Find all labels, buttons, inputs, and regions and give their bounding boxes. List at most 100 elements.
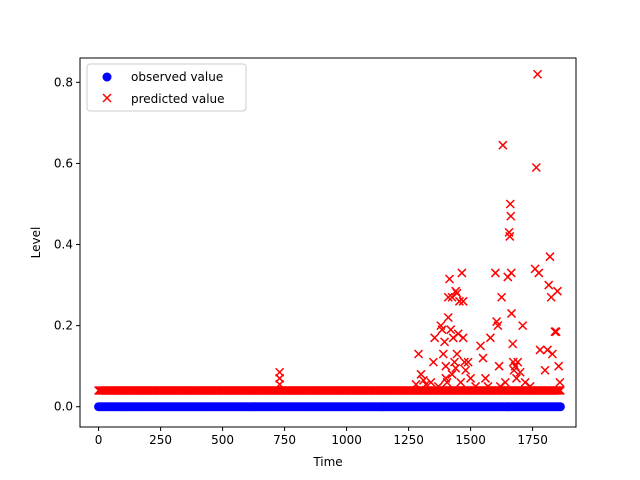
legend-box — [86, 63, 247, 112]
x-tick-label: 750 — [273, 433, 296, 447]
x-tick-label: 1000 — [331, 433, 362, 447]
predicted-point — [461, 365, 471, 375]
predicted-point — [485, 333, 495, 343]
predicted-point — [411, 379, 421, 389]
y-tick-label: 0.0 — [54, 400, 73, 414]
x-tick-label: 0 — [95, 433, 103, 447]
predicted-point — [555, 385, 565, 396]
predicted-point — [433, 381, 443, 391]
predicted-point — [506, 308, 517, 318]
predicted-point — [456, 377, 466, 387]
y-axis-label: Level — [29, 227, 43, 259]
predicted-point — [413, 349, 424, 359]
predicted-point — [506, 211, 516, 221]
predicted-point — [540, 365, 550, 375]
predicted-point — [534, 268, 544, 278]
predicted-point — [441, 361, 451, 371]
predicted-point — [442, 377, 452, 387]
predicted-point — [443, 292, 453, 302]
predicted-point — [457, 268, 467, 278]
predicted-point — [421, 379, 431, 389]
predicted-point — [451, 363, 461, 373]
observed-point — [555, 402, 565, 412]
predicted-point — [525, 381, 535, 391]
x-tick-label: 1500 — [455, 433, 486, 447]
predicted-point — [545, 252, 555, 262]
predicted-point — [440, 337, 450, 347]
predicted-point — [458, 296, 468, 306]
predicted-point — [452, 288, 462, 298]
predicted-point — [483, 381, 493, 391]
predicted-point — [459, 357, 469, 367]
predicted-point — [418, 375, 429, 385]
x-axis-label: Time — [312, 455, 342, 469]
predicted-point — [555, 377, 565, 387]
legend: observed value predicted value — [86, 63, 247, 112]
predicted-point — [547, 349, 557, 359]
y-tick-label: 0.2 — [54, 319, 73, 333]
predicted-point — [494, 361, 504, 371]
predicted-point — [428, 357, 438, 367]
y-tick-label: 0.4 — [54, 238, 73, 252]
predicted-point — [446, 325, 456, 335]
predicted-point — [508, 339, 518, 349]
predicted-point — [493, 321, 503, 331]
predicted-point — [533, 69, 543, 79]
plot-marks — [94, 69, 565, 412]
y-tick-label: 0.6 — [54, 156, 73, 170]
predicted-point — [438, 349, 448, 359]
predicted-point — [447, 369, 457, 379]
predicted-point — [466, 373, 476, 383]
predicted-point — [463, 357, 473, 367]
x-tick-label: 250 — [149, 433, 172, 447]
predicted-point — [437, 325, 447, 335]
predicted-point — [430, 333, 440, 343]
legend-observed-label: observed value — [131, 70, 223, 84]
predicted-point — [554, 385, 564, 396]
predicted-series — [94, 69, 565, 396]
predicted-point — [500, 377, 510, 387]
predicted-point — [454, 296, 464, 306]
predicted-point — [552, 286, 562, 296]
predicted-point — [531, 162, 541, 173]
predicted-point — [443, 312, 453, 323]
y-axis-ticks: 0.0 0.2 0.4 0.6 0.8 — [54, 75, 80, 414]
predicted-point — [518, 321, 528, 331]
predicted-point — [426, 377, 436, 387]
axes-frame — [79, 57, 577, 428]
predicted-point — [551, 327, 561, 337]
x-axis-ticks: 0 250 500 750 1000 1250 1500 1750 — [95, 427, 548, 447]
predicted-point — [505, 199, 515, 209]
predicted-point — [478, 353, 488, 363]
legend-observed-marker — [102, 72, 112, 82]
predicted-point — [497, 292, 507, 302]
predicted-point — [554, 361, 564, 371]
predicted-point — [515, 367, 525, 377]
legend-predicted-marker — [102, 93, 112, 103]
predicted-point — [275, 379, 285, 389]
predicted-point — [550, 327, 560, 337]
x-tick-label: 1750 — [517, 433, 548, 447]
predicted-point — [505, 231, 515, 241]
x-tick-label: 500 — [211, 433, 234, 447]
x-tick-label: 1250 — [393, 433, 424, 447]
predicted-point — [480, 373, 491, 383]
predicted-point — [513, 357, 523, 367]
y-tick-label: 0.8 — [54, 75, 73, 89]
predicted-point — [498, 140, 508, 150]
predicted-point — [490, 268, 500, 278]
predicted-point — [510, 361, 520, 371]
predicted-point — [471, 381, 481, 391]
predicted-point — [535, 345, 545, 355]
predicted-point — [506, 268, 516, 278]
predicted-point — [452, 349, 462, 359]
predicted-point — [444, 274, 455, 284]
predicted-point — [458, 333, 468, 343]
predicted-point — [552, 385, 562, 396]
predicted-point — [416, 369, 426, 379]
predicted-point — [544, 280, 554, 290]
predicted-point — [511, 373, 522, 383]
observed-series — [94, 402, 565, 412]
legend-predicted-label: predicted value — [131, 92, 225, 106]
